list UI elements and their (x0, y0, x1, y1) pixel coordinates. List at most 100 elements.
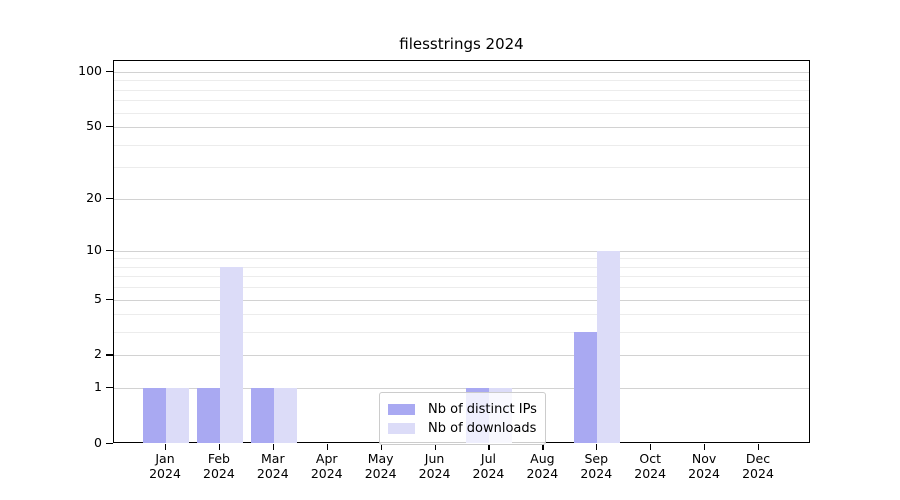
x-tick-mark (650, 444, 652, 450)
bar-nb-of-distinct-ips-mar (250, 388, 274, 443)
y-tick-label: 1 (94, 379, 102, 395)
x-tick-label: Jan 2024 (133, 451, 197, 481)
gridline-minor (114, 144, 809, 146)
legend-label-distinct-ips: Nb of distinct IPs (428, 401, 537, 417)
bar-nb-of-downloads-mar (273, 388, 297, 443)
x-tick-year: 2024 (203, 466, 235, 481)
x-tick-year: 2024 (526, 466, 559, 481)
x-tick-year: 2024 (472, 466, 505, 481)
x-tick-mark (380, 444, 382, 450)
x-tick-label: Mar 2024 (241, 451, 305, 481)
x-tick-label: Jul 2024 (456, 451, 520, 481)
bar-nb-of-distinct-ips-jan (143, 388, 166, 443)
x-tick-month: Oct (639, 451, 661, 466)
legend-item-distinct-ips: Nb of distinct IPs (388, 400, 537, 418)
gridline-minor (114, 332, 809, 334)
x-tick-label: Feb 2024 (187, 451, 251, 481)
x-tick-year: 2024 (364, 466, 397, 481)
x-tick-month: Jan (155, 451, 175, 466)
gridline-minor (114, 287, 809, 289)
x-tick-mark (272, 444, 274, 450)
x-tick-mark (758, 444, 760, 450)
y-tick-mark (106, 249, 113, 251)
y-tick-mark (106, 71, 113, 73)
gridline-minor (114, 89, 809, 91)
x-tick-label: Aug 2024 (510, 451, 574, 481)
x-tick-month: Mar (261, 451, 285, 466)
legend-swatch-distinct-ips (388, 403, 415, 415)
gridline-minor (114, 112, 809, 114)
bar-nb-of-downloads-sep (597, 250, 621, 443)
gridline-major (114, 72, 809, 73)
y-tick-mark (106, 126, 113, 128)
x-tick-mark (488, 444, 490, 450)
gridline-major (114, 198, 809, 200)
x-tick-month: Dec (745, 451, 771, 466)
x-tick-mark (704, 444, 706, 450)
x-tick-month: Sep (584, 451, 609, 466)
x-tick-mark (218, 444, 221, 450)
y-tick-label: 100 (78, 63, 102, 78)
gridline-major (114, 299, 809, 301)
gridline-minor (114, 100, 809, 102)
gridline-minor (114, 266, 809, 268)
x-tick-label: Jun 2024 (403, 451, 467, 481)
bar-nb-of-distinct-ips-feb (196, 388, 220, 443)
legend-swatch-downloads (388, 422, 415, 434)
x-tick-mark (434, 444, 436, 450)
x-tick-year: 2024 (742, 466, 774, 481)
gridline-minor (114, 167, 809, 169)
x-tick-month: Nov (691, 451, 717, 466)
x-tick-month: Feb (207, 451, 230, 466)
x-tick-month: Apr (315, 451, 338, 466)
x-tick-label: Dec 2024 (726, 451, 790, 481)
y-tick-label: 0 (94, 435, 102, 450)
y-tick-label: 10 (86, 241, 102, 257)
x-tick-month: Aug (530, 451, 555, 466)
x-tick-mark (326, 444, 328, 450)
bar-nb-of-distinct-ips-sep (574, 332, 598, 443)
y-tick-label: 50 (86, 118, 102, 134)
gridline-major (114, 388, 809, 390)
x-tick-mark (542, 444, 544, 450)
gridline-minor (114, 80, 809, 82)
x-tick-label: Sep 2024 (564, 451, 628, 481)
y-tick-mark (106, 354, 113, 356)
x-tick-label: Apr 2024 (295, 451, 359, 481)
x-tick-year: 2024 (418, 466, 451, 481)
gridline-major (114, 355, 809, 357)
gridline-major (114, 250, 809, 252)
x-tick-month: Jun (424, 451, 445, 466)
legend: Nb of distinct IPs Nb of downloads (379, 392, 546, 445)
x-tick-year: 2024 (256, 466, 289, 481)
x-tick-label: May 2024 (349, 451, 413, 481)
bar-nb-of-downloads-feb (219, 266, 243, 443)
plot-area: Nb of distinct IPs Nb of downloads (113, 60, 810, 445)
y-tick-mark (106, 443, 113, 445)
y-tick-mark (106, 387, 113, 389)
legend-item-downloads: Nb of downloads (388, 419, 536, 437)
x-tick-year: 2024 (634, 466, 667, 481)
chart-title: filesstrings 2024 (399, 35, 524, 53)
x-tick-year: 2024 (580, 466, 613, 481)
legend-label-downloads: Nb of downloads (428, 420, 537, 436)
gridline-minor (114, 258, 809, 260)
y-tick-mark (106, 298, 113, 300)
bar-nb-of-downloads-jan (166, 388, 189, 443)
x-tick-mark (165, 444, 167, 450)
y-tick-label: 5 (94, 290, 102, 306)
x-tick-year: 2024 (149, 466, 181, 481)
gridline-minor (114, 276, 809, 278)
x-tick-year: 2024 (310, 466, 343, 481)
gridline-major (114, 127, 809, 129)
x-tick-mark (596, 444, 598, 450)
y-tick-label: 20 (86, 189, 102, 205)
x-tick-month: May (367, 451, 394, 466)
x-tick-month: Jul (480, 451, 496, 466)
x-tick-label: Oct 2024 (618, 451, 682, 481)
y-tick-label: 2 (94, 346, 102, 362)
x-tick-year: 2024 (688, 466, 720, 481)
y-tick-mark (106, 197, 113, 199)
gridline-minor (114, 314, 809, 316)
